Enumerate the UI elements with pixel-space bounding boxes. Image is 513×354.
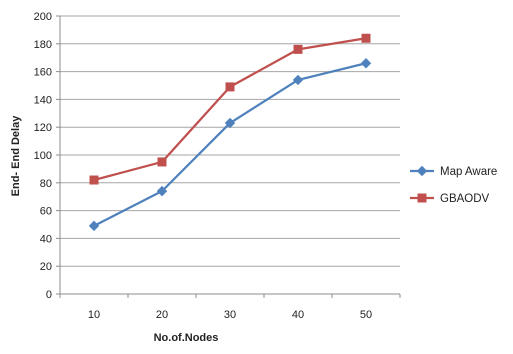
- x-tick-label: 30: [224, 309, 236, 321]
- data-point: [157, 157, 167, 167]
- x-tick-label: 10: [88, 309, 100, 321]
- y-tick-label: 140: [34, 94, 52, 106]
- x-tick-label: 20: [156, 309, 168, 321]
- y-axis-ticks: 0 20 40 60 80 100 120 140 160 180 200: [34, 11, 60, 301]
- legend-label: Map Aware: [440, 166, 497, 178]
- legend-label: GBAODV: [440, 193, 490, 205]
- series-gbaodv: [89, 33, 371, 185]
- y-tick-label: 200: [34, 11, 52, 23]
- series-map-aware: [88, 58, 372, 232]
- y-tick-label: 100: [34, 150, 52, 162]
- y-tick-label: 120: [34, 122, 52, 134]
- data-point: [88, 220, 100, 232]
- x-axis-ticks: 10 20 30 40 50: [59, 294, 401, 321]
- y-tick-label: 80: [40, 178, 52, 190]
- y-tick-label: 60: [40, 206, 52, 218]
- legend-marker: [416, 165, 428, 177]
- y-axis-title: End- End Delay: [10, 115, 22, 197]
- data-point: [293, 44, 303, 54]
- y-tick-label: 0: [46, 289, 52, 301]
- legend-marker: [417, 193, 427, 203]
- series-line: [93, 37, 367, 182]
- data-point: [225, 82, 235, 92]
- y-tick-label: 160: [34, 67, 52, 79]
- y-tick-label: 180: [34, 39, 52, 51]
- y-tick-label: 40: [40, 233, 52, 245]
- data-point: [89, 175, 99, 185]
- series-group: [88, 33, 372, 232]
- legend-item: Map Aware: [410, 165, 497, 178]
- legend-item: GBAODV: [410, 193, 490, 205]
- data-point: [224, 117, 236, 129]
- x-axis-title: No.of.Nodes: [154, 332, 219, 344]
- data-point: [156, 185, 168, 197]
- gridlines: [60, 15, 400, 267]
- legend: Map Aware GBAODV: [410, 165, 497, 205]
- x-tick-label: 50: [360, 309, 372, 321]
- data-point: [292, 74, 304, 86]
- data-point: [361, 33, 371, 43]
- x-tick-label: 40: [292, 309, 304, 321]
- y-tick-label: 20: [40, 261, 52, 273]
- data-point: [360, 58, 372, 69]
